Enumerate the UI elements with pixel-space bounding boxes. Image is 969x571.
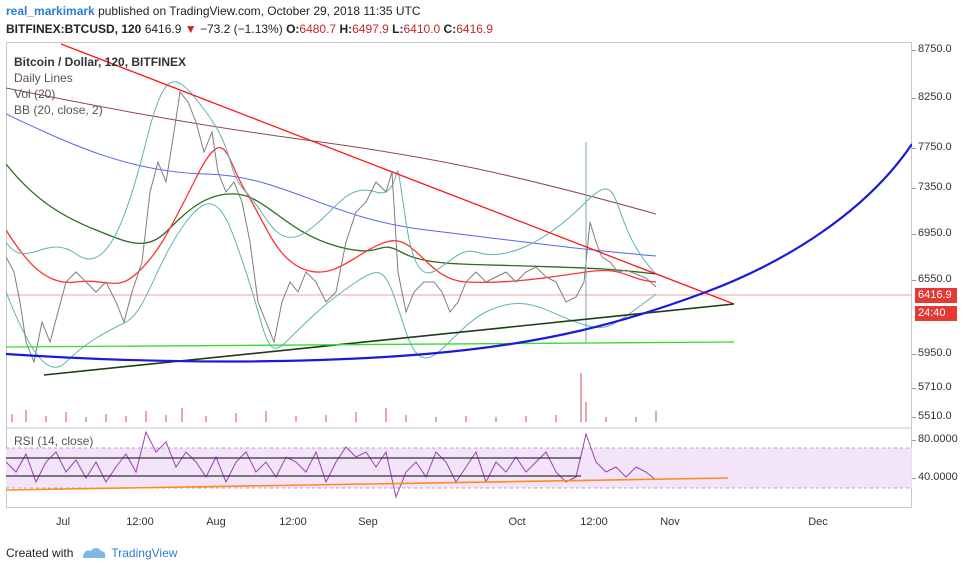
time-tick: 12:00 [126,516,154,528]
price-tick: 6950.0 [912,227,952,239]
price-tick: 8250.0 [912,91,952,103]
low-label: L: [392,22,404,36]
ma-blue [6,113,657,257]
high-value: 6497.9 [352,22,389,36]
price-tick: 5950.0 [912,347,952,359]
price-axis[interactable]: 8750.0 8250.0 7750.0 7350.0 6950.0 6550.… [912,42,969,508]
price-series [6,90,657,364]
price-tick: 5510.0 [912,410,952,422]
legend-daily-lines[interactable]: Daily Lines [14,71,73,85]
time-tick: 12:00 [279,516,307,528]
time-tick: Sep [358,516,378,528]
ma-maroon [6,87,657,215]
open-label: O: [286,22,300,36]
time-tick: Oct [508,516,526,528]
price-tick: 7750.0 [912,141,952,153]
tradingview-link[interactable]: TradingView [111,546,178,560]
rsi-band [6,448,912,488]
chart-pane[interactable] [6,42,912,508]
rsi-tick: 40.0000 [912,471,958,483]
down-arrow-icon: ▼ [184,22,197,36]
bb-upper [6,81,657,275]
publish-header: real_markimark published on TradingView.… [6,4,421,18]
last-price-badge: 6416.9 [915,288,957,303]
time-tick: Nov [660,516,680,528]
rsi-tick: 80.0000 [912,433,958,445]
time-tick: Dec [808,516,828,528]
created-with-text: Created with [6,546,74,560]
price-change: −73.2 (−1.13%) [199,22,283,36]
low-value: 6410.0 [403,22,441,36]
chart-legend: Bitcoin / Dollar, 120, BITFINEX Daily Li… [14,54,186,118]
time-tick: Aug [206,516,226,528]
price-tick: 7350.0 [912,181,952,193]
symbol-label: BITFINEX:BTCUSD, 120 [6,22,142,36]
ticker-line: BITFINEX:BTCUSD, 120 6416.9 ▼ −73.2 (−1.… [6,22,493,36]
bar-countdown-badge: 24:40 [915,306,957,321]
time-axis[interactable]: Jul 12:00 Aug 12:00 Sep Oct 12:00 Nov De… [6,508,912,532]
support-line [6,341,735,348]
curve-line [6,143,912,363]
high-label: H: [339,22,353,36]
publish-info: published on TradingView.com, October 29… [98,4,421,18]
legend-volume[interactable]: Vol (20) [14,87,56,101]
rsi-trend-line [6,477,729,491]
time-tick: Jul [55,516,71,528]
close-value: 6416.9 [456,22,493,36]
ma-green [6,163,657,275]
upper-trend-line [60,43,735,305]
author-name[interactable]: real_markimark [6,4,95,18]
legend-title[interactable]: Bitcoin / Dollar, 120, BITFINEX [14,55,187,69]
price-tick: 8750.0 [912,43,952,55]
footer: Created with TradingView [6,546,177,560]
tradingview-logo-icon[interactable] [81,546,107,560]
close-label: C: [443,22,457,36]
legend-bollinger[interactable]: BB (20, close, 2) [14,103,103,117]
volume-bars [11,373,657,422]
ma-red [6,147,657,285]
time-tick: 12:00 [580,516,608,528]
price-tick: 6550.0 [912,273,952,285]
bb-lower [6,203,657,368]
last-price: 6416.9 [144,22,182,36]
chart-drawing[interactable] [6,42,912,508]
price-tick: 5710.0 [912,381,952,393]
rsi-series [6,430,657,499]
open-value: 6480.7 [299,22,337,36]
lower-trend-line [43,303,735,376]
legend-rsi[interactable]: RSI (14, close) [14,434,94,448]
